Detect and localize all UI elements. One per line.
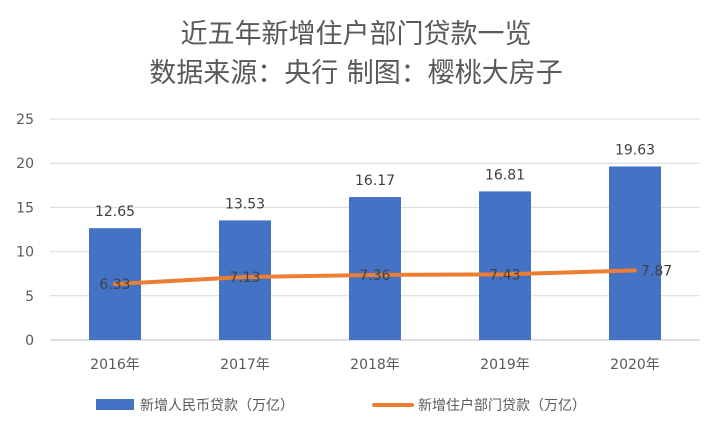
chart-subtitle: 数据来源：央行 制图：樱桃大房子 bbox=[149, 58, 563, 89]
line-data-label: 7.36 bbox=[359, 268, 390, 284]
x-tick-label: 2017年 bbox=[220, 357, 270, 373]
line-data-label: 7.43 bbox=[489, 267, 520, 283]
bar-series bbox=[89, 166, 661, 340]
line-data-label: 7.87 bbox=[641, 263, 672, 279]
bar bbox=[219, 220, 271, 340]
x-tick-label: 2018年 bbox=[350, 357, 400, 373]
line-series bbox=[113, 268, 637, 287]
y-tick-label: 0 bbox=[25, 333, 34, 349]
data-labels: 12.65 13.53 16.17 16.81 19.63 6.33 7.13 7.36 7.4… bbox=[95, 142, 672, 293]
bar bbox=[349, 197, 401, 340]
x-tick-label: 2020年 bbox=[610, 357, 660, 373]
legend-label: 新增人民币贷款（万亿） bbox=[140, 398, 294, 414]
chart-title: 近五年新增住户部门贷款一览 bbox=[180, 19, 532, 50]
bar-data-label: 19.63 bbox=[615, 142, 655, 158]
y-tick-label: 20 bbox=[16, 156, 34, 172]
line-data-label: 6.33 bbox=[99, 277, 130, 293]
line-data-label: 7.13 bbox=[229, 270, 260, 286]
bar-data-label: 13.53 bbox=[225, 196, 265, 212]
bar-data-label: 16.81 bbox=[485, 167, 525, 183]
bar bbox=[609, 166, 661, 340]
legend-label: 新增住户部门贷款（万亿） bbox=[418, 397, 586, 414]
y-tick-label: 5 bbox=[25, 289, 34, 305]
y-tick-label: 15 bbox=[16, 200, 34, 216]
legend: 新增人民币贷款（万亿） 新增住户部门贷款（万亿） bbox=[96, 397, 586, 414]
bar-data-label: 16.17 bbox=[355, 173, 395, 189]
x-tick-label: 2019年 bbox=[480, 357, 530, 373]
bar bbox=[479, 191, 531, 340]
y-tick-label: 10 bbox=[16, 245, 34, 261]
bar-data-label: 12.65 bbox=[95, 204, 135, 220]
x-tick-label: 2016年 bbox=[90, 357, 140, 373]
legend-swatch-bar bbox=[96, 399, 134, 410]
y-tick-label: 25 bbox=[16, 112, 34, 128]
axes: 0 5 10 15 20 25 2016年 2017年 2018年 2019年 2020年 bbox=[16, 112, 660, 373]
series-line bbox=[113, 268, 637, 287]
